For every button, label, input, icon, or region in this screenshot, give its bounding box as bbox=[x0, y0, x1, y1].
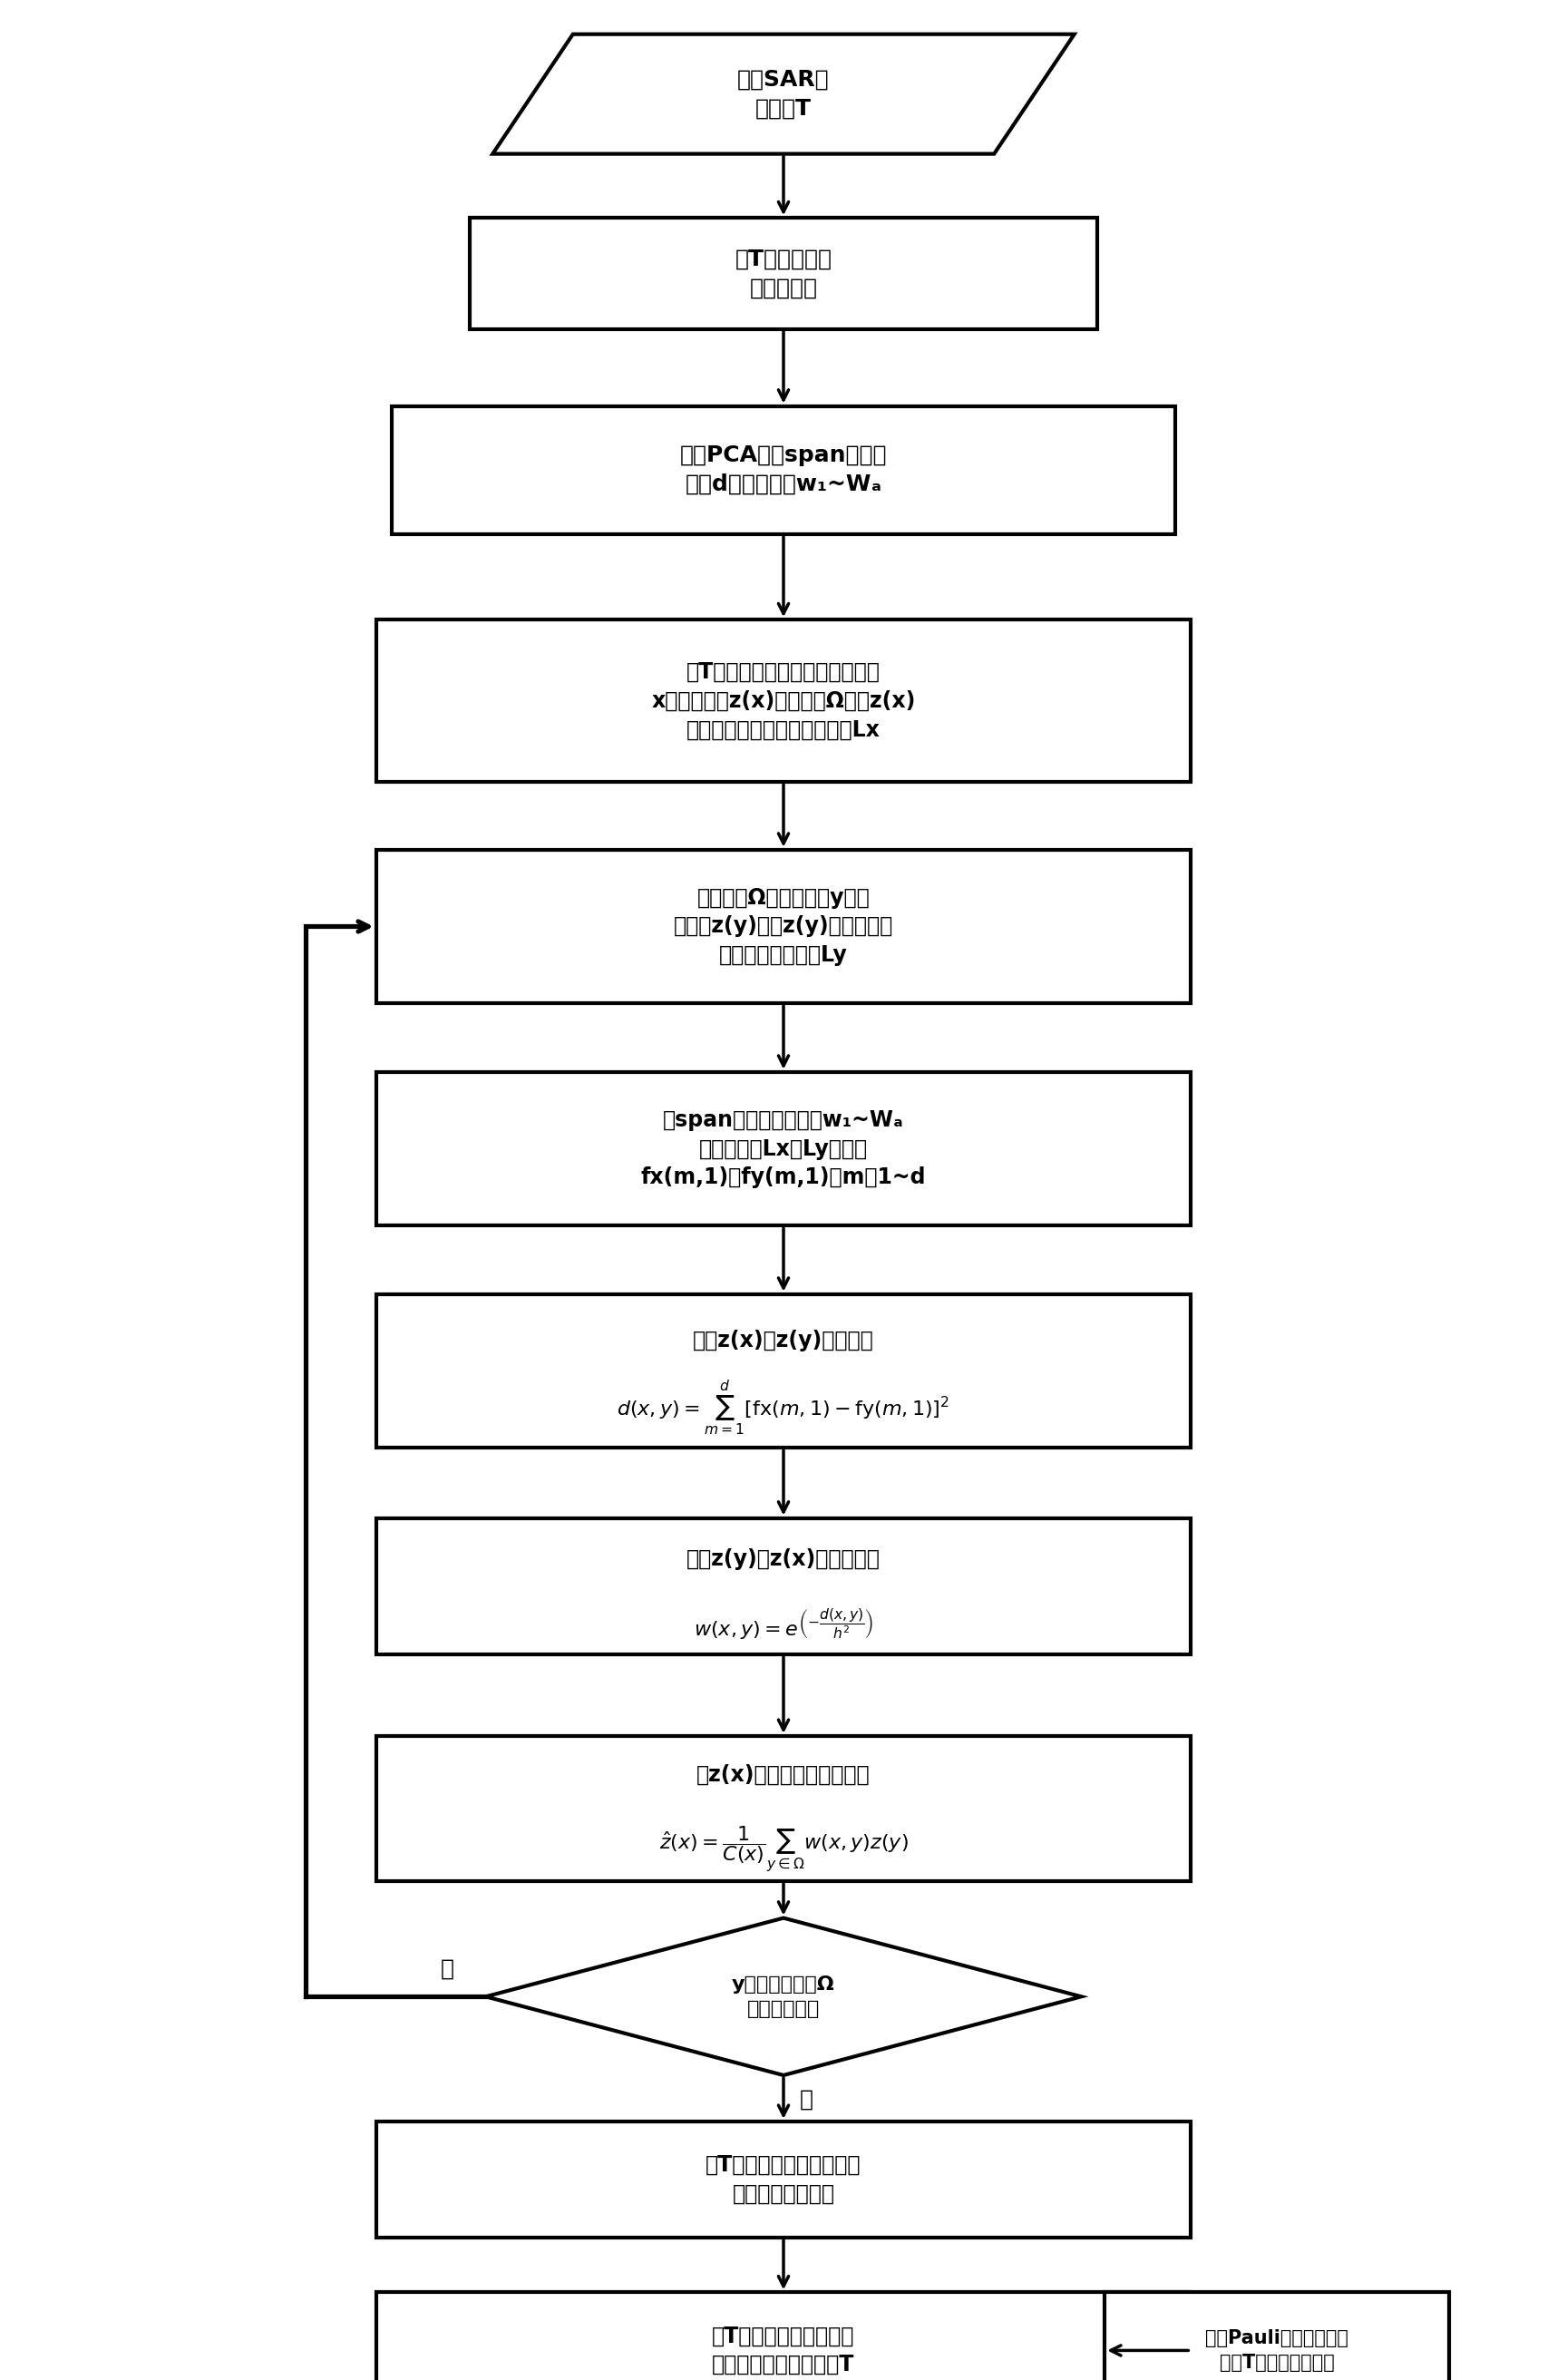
Text: 使用Pauli向量法将滤波
后的T矩阵生成伪彩图: 使用Pauli向量法将滤波 后的T矩阵生成伪彩图 bbox=[1205, 2330, 1349, 2370]
Text: 计算z(y)对z(x)的滤波权值: 计算z(y)对z(x)的滤波权值 bbox=[686, 1547, 881, 1571]
Text: 极化SAR相
干矩阵T: 极化SAR相 干矩阵T bbox=[738, 69, 829, 119]
Text: $\hat{z}(x)=\dfrac{1}{C(x)}\sum_{y\in\Omega}w(x,y)z(y)$: $\hat{z}(x)=\dfrac{1}{C(x)}\sum_{y\in\Om… bbox=[660, 1825, 907, 1873]
FancyBboxPatch shape bbox=[392, 407, 1175, 533]
Polygon shape bbox=[486, 1918, 1081, 2075]
Text: 对T矩阵所有元素滤波，
得到滤波后的相干矩阵T: 对T矩阵所有元素滤波， 得到滤波后的相干矩阵T bbox=[711, 2325, 856, 2375]
FancyBboxPatch shape bbox=[376, 1295, 1191, 1447]
FancyBboxPatch shape bbox=[376, 1071, 1191, 1226]
FancyBboxPatch shape bbox=[376, 2121, 1191, 2237]
Text: 在搜索窗Ω内取一像素y，确
定区域z(y)，对z(y)做对数变化
后得到搜索窗向量Ly: 在搜索窗Ω内取一像素y，确 定区域z(y)，对z(y)做对数变化 后得到搜索窗向… bbox=[674, 888, 893, 966]
Text: 否: 否 bbox=[440, 1959, 454, 1980]
FancyBboxPatch shape bbox=[376, 850, 1191, 1004]
Text: 取T矩阵元素的一个非亮目标像素
x，确定区域z(x)和搜索窗Ω，对z(x)
做对数变换后得到待滤波向量Lx: 取T矩阵元素的一个非亮目标像素 x，确定区域z(x)和搜索窗Ω，对z(x) 做对… bbox=[652, 662, 915, 740]
Text: y是否为搜索窗Ω
最后一个像素: y是否为搜索窗Ω 最后一个像素 bbox=[732, 1975, 835, 2018]
Text: 计算z(x)和z(y)的相似度: 计算z(x)和z(y)的相似度 bbox=[693, 1330, 874, 1352]
FancyBboxPatch shape bbox=[470, 219, 1097, 328]
Text: 是: 是 bbox=[799, 2090, 813, 2111]
Polygon shape bbox=[492, 33, 1075, 155]
FancyBboxPatch shape bbox=[376, 619, 1191, 783]
FancyBboxPatch shape bbox=[376, 2292, 1191, 2380]
FancyBboxPatch shape bbox=[376, 1518, 1191, 1654]
FancyBboxPatch shape bbox=[376, 1735, 1191, 1880]
FancyBboxPatch shape bbox=[1105, 2292, 1449, 2380]
Text: 对T矩阵元素所有非亮目标
像素完成上述滤波: 对T矩阵元素所有非亮目标 像素完成上述滤波 bbox=[705, 2154, 862, 2204]
Text: $w\left(x,y\right)=e^{\left(-\dfrac{d(x,y)}{h^2}\right)}$: $w\left(x,y\right)=e^{\left(-\dfrac{d(x,… bbox=[694, 1606, 873, 1642]
Text: 使用PCA求的span数据的
最大d个特征向量w₁~Wₐ: 使用PCA求的span数据的 最大d个特征向量w₁~Wₐ bbox=[680, 445, 887, 495]
Text: 对z(x)加权滤波，滤波结果: 对z(x)加权滤波，滤波结果 bbox=[697, 1764, 870, 1785]
Text: $d(x,y)=\sum_{m=1}^{d}[\mathrm{fx}(m,1)-\mathrm{fy}(m,1)]^2$: $d(x,y)=\sum_{m=1}^{d}[\mathrm{fx}(m,1)-… bbox=[617, 1380, 950, 1438]
Text: 用span数据的特征向量w₁~Wₐ
分别于向量Lx和Ly做内积
fx(m,1)和fy(m,1)，m为1~d: 用span数据的特征向量w₁~Wₐ 分别于向量Lx和Ly做内积 fx(m,1)和… bbox=[641, 1109, 926, 1188]
Text: 对T进行亮目标
检测和保持: 对T进行亮目标 检测和保持 bbox=[735, 248, 832, 300]
